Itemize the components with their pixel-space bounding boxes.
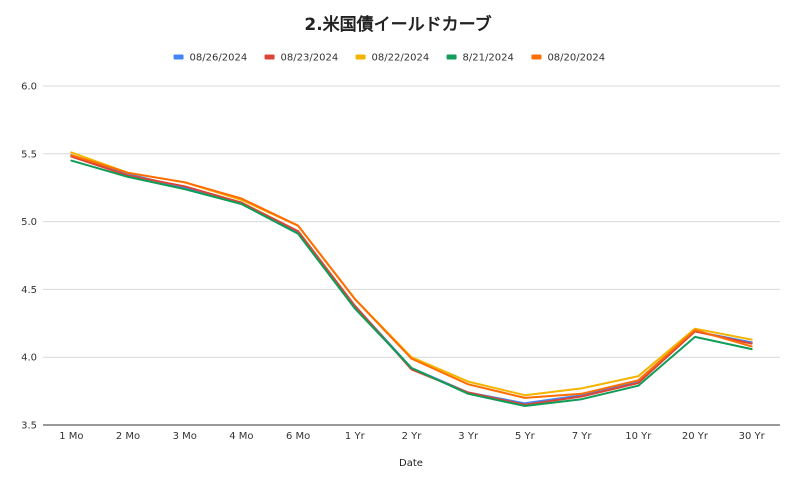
legend-swatch-2 [355, 54, 366, 60]
legend-label-1: 08/23/2024 [281, 53, 339, 64]
series-line-3 [70, 159, 753, 407]
x-axis: 1 Mo 2 Mo 3 Mo 4 Mo 6 Mo 1 Yr 2 Yr 3 Yr 5 Yr 7 Yr… [59, 431, 765, 442]
y-tick-label: 3.5 [21, 421, 37, 432]
x-tick-label: 1 Mo [59, 431, 83, 442]
y-tick-label: 4.0 [21, 353, 37, 364]
y-tick-label: 5.5 [21, 149, 37, 160]
series-line-4 [70, 154, 753, 399]
x-tick-label: 2 Yr [402, 431, 423, 442]
legend-swatch-1 [264, 54, 275, 60]
legend-swatch-4 [531, 54, 542, 60]
chart-gridlines [43, 85, 780, 426]
chart-title: 2.米国債イールドカーブ [304, 14, 491, 35]
y-axis: 6.0 5.5 5.0 4.5 4.0 3.5 [21, 82, 37, 432]
chart-series [70, 151, 753, 407]
legend-label-3: 8/21/2024 [463, 53, 514, 64]
x-tick-label: 2 Mo [116, 431, 140, 442]
legend-swatch-3 [446, 54, 457, 60]
y-tick-label: 5.0 [21, 217, 37, 228]
x-axis-label: Date [399, 458, 423, 469]
chart-legend: 08/26/2024 08/23/2024 08/22/2024 8/21/2024 0… [173, 53, 605, 64]
x-tick-label: 7 Yr [572, 431, 593, 442]
legend-label-4: 08/20/2024 [547, 53, 605, 64]
legend-label-2: 08/22/2024 [372, 53, 430, 64]
x-tick-label: 5 Yr [515, 431, 536, 442]
x-tick-label: 6 Mo [286, 431, 310, 442]
x-tick-label: 3 Mo [173, 431, 197, 442]
y-tick-label: 6.0 [21, 82, 37, 93]
x-tick-label: 10 Yr [625, 431, 652, 442]
y-tick-label: 4.5 [21, 285, 37, 296]
x-tick-label: 1 Yr [345, 431, 366, 442]
legend-label-0: 08/26/2024 [190, 53, 248, 64]
x-tick-label: 3 Yr [458, 431, 479, 442]
x-tick-label: 20 Yr [682, 431, 709, 442]
x-tick-label: 30 Yr [739, 431, 766, 442]
x-tick-label: 4 Mo [229, 431, 253, 442]
legend-swatch-0 [173, 54, 184, 60]
series-line-1 [70, 155, 753, 406]
